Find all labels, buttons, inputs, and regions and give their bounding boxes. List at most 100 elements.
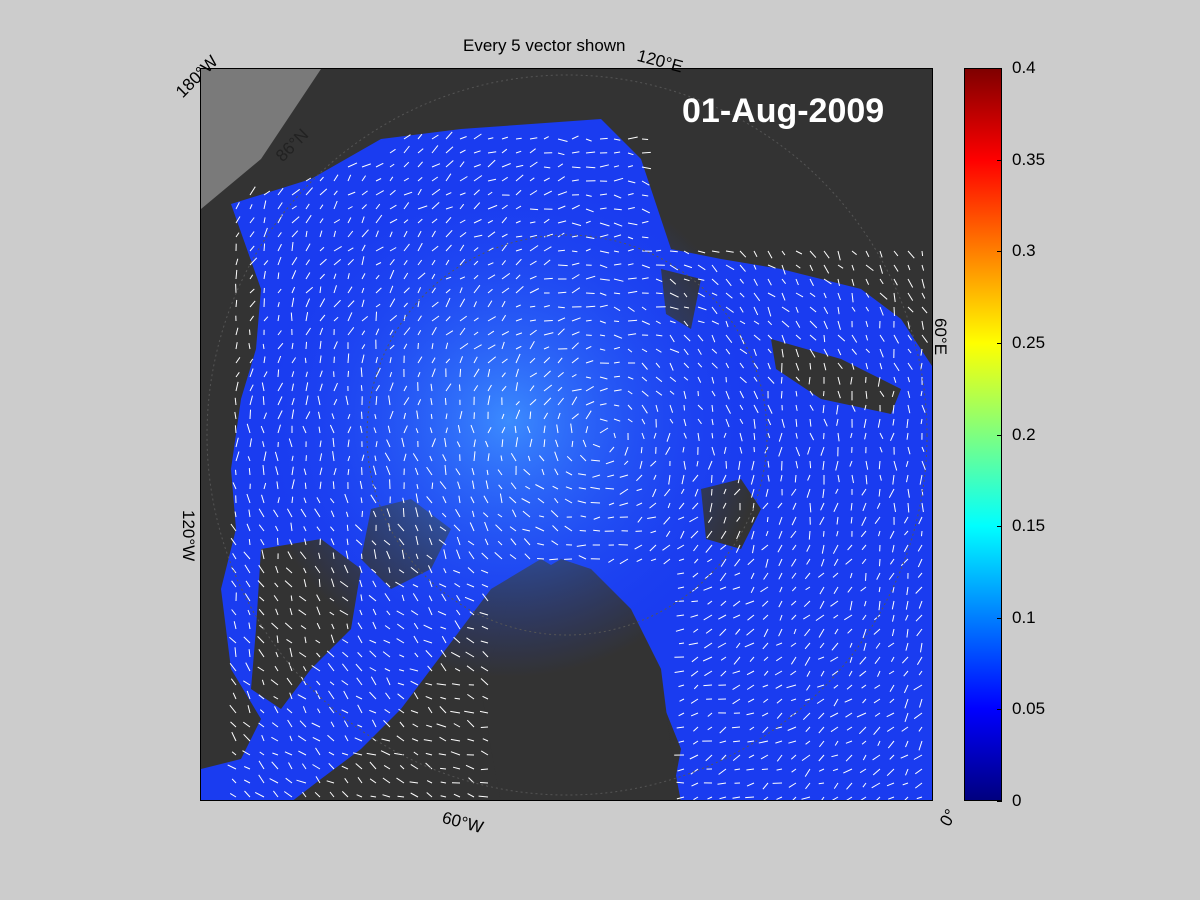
drift-vector	[487, 344, 496, 350]
drift-vector	[780, 390, 783, 399]
drift-vector	[316, 594, 321, 602]
drift-vector	[541, 468, 545, 476]
drift-vector	[459, 276, 466, 280]
drift-vector	[921, 404, 926, 413]
drift-vector	[235, 216, 241, 224]
drift-vector	[342, 651, 349, 658]
drift-vector	[248, 538, 251, 546]
drift-vector	[263, 200, 267, 210]
drift-vector	[582, 439, 587, 448]
drift-vector	[459, 327, 466, 336]
drift-vector	[834, 740, 839, 746]
drift-vector	[473, 175, 483, 182]
drift-vector	[613, 250, 619, 253]
drift-vector	[693, 726, 699, 732]
drift-vector	[774, 670, 783, 676]
drift-vector	[395, 581, 405, 588]
drift-vector	[271, 736, 279, 742]
drift-vector	[627, 236, 634, 240]
drift-vector	[466, 719, 475, 728]
drift-vector	[315, 639, 321, 644]
drift-vector	[914, 782, 923, 789]
drift-vector	[893, 292, 896, 303]
drift-vector	[426, 780, 433, 784]
drift-vector	[445, 330, 454, 336]
drift-vector	[425, 695, 433, 700]
drift-vector	[776, 754, 783, 762]
drift-vector	[711, 320, 720, 325]
drift-vector	[734, 768, 741, 771]
drift-vector	[361, 287, 365, 294]
drift-vector	[270, 679, 279, 686]
drift-vector	[845, 754, 853, 762]
drift-vector	[641, 362, 648, 370]
drift-vector	[302, 706, 307, 714]
drift-vector	[543, 320, 553, 322]
drift-vector	[427, 706, 433, 714]
drift-vector	[767, 264, 776, 269]
drift-vector	[487, 288, 493, 294]
drift-vector	[389, 371, 393, 378]
drift-vector	[856, 712, 867, 718]
drift-vector	[732, 600, 741, 607]
drift-vector	[571, 222, 582, 227]
drift-vector	[243, 779, 251, 784]
drift-vector	[837, 320, 841, 330]
drift-vector	[258, 564, 265, 574]
drift-vector	[375, 162, 384, 168]
drift-vector	[501, 148, 508, 154]
drift-vector	[382, 794, 391, 798]
colorbar-tick-mark	[997, 709, 1002, 711]
drift-vector	[487, 137, 494, 140]
drift-vector	[641, 348, 648, 353]
drift-vector	[440, 781, 447, 784]
drift-vector	[690, 712, 699, 717]
drift-vector	[543, 332, 554, 336]
drift-vector	[836, 404, 839, 415]
drift-vector	[403, 177, 409, 182]
drift-vector	[431, 287, 436, 294]
drift-vector	[790, 600, 797, 606]
drift-vector	[613, 389, 622, 392]
drift-vector	[529, 208, 539, 211]
drift-vector	[809, 250, 817, 258]
drift-vector	[599, 334, 606, 337]
drift-vector	[557, 317, 566, 322]
drift-vector	[804, 572, 811, 580]
drift-vector	[823, 348, 829, 357]
drift-vector	[599, 207, 607, 210]
drift-vector	[426, 496, 433, 504]
drift-vector	[470, 424, 475, 434]
drift-vector	[706, 530, 713, 539]
drift-vector	[304, 636, 307, 644]
drift-vector	[585, 376, 592, 379]
drift-vector	[431, 438, 436, 448]
drift-vector	[571, 413, 579, 420]
drift-vector	[327, 734, 335, 742]
drift-vector	[836, 418, 839, 426]
drift-vector	[277, 396, 283, 406]
drift-vector	[235, 202, 240, 210]
drift-vector	[711, 362, 718, 369]
drift-vector	[514, 425, 517, 434]
drift-vector	[778, 600, 783, 608]
drift-vector	[762, 684, 769, 688]
drift-vector	[339, 580, 349, 588]
drift-vector	[781, 320, 790, 328]
drift-vector	[763, 628, 769, 638]
drift-vector	[904, 698, 909, 709]
drift-vector	[319, 453, 323, 462]
drift-vector	[485, 440, 489, 448]
drift-vector	[467, 540, 475, 546]
drift-vector	[599, 137, 608, 140]
drift-vector	[571, 357, 579, 364]
drift-vector	[795, 320, 801, 328]
drift-vector	[669, 348, 680, 353]
drift-vector	[849, 572, 853, 579]
drift-vector	[304, 357, 307, 364]
drift-vector	[905, 768, 909, 776]
drift-vector	[652, 488, 657, 498]
drift-vector	[397, 682, 405, 686]
drift-vector	[341, 709, 349, 714]
drift-vector	[913, 754, 923, 760]
